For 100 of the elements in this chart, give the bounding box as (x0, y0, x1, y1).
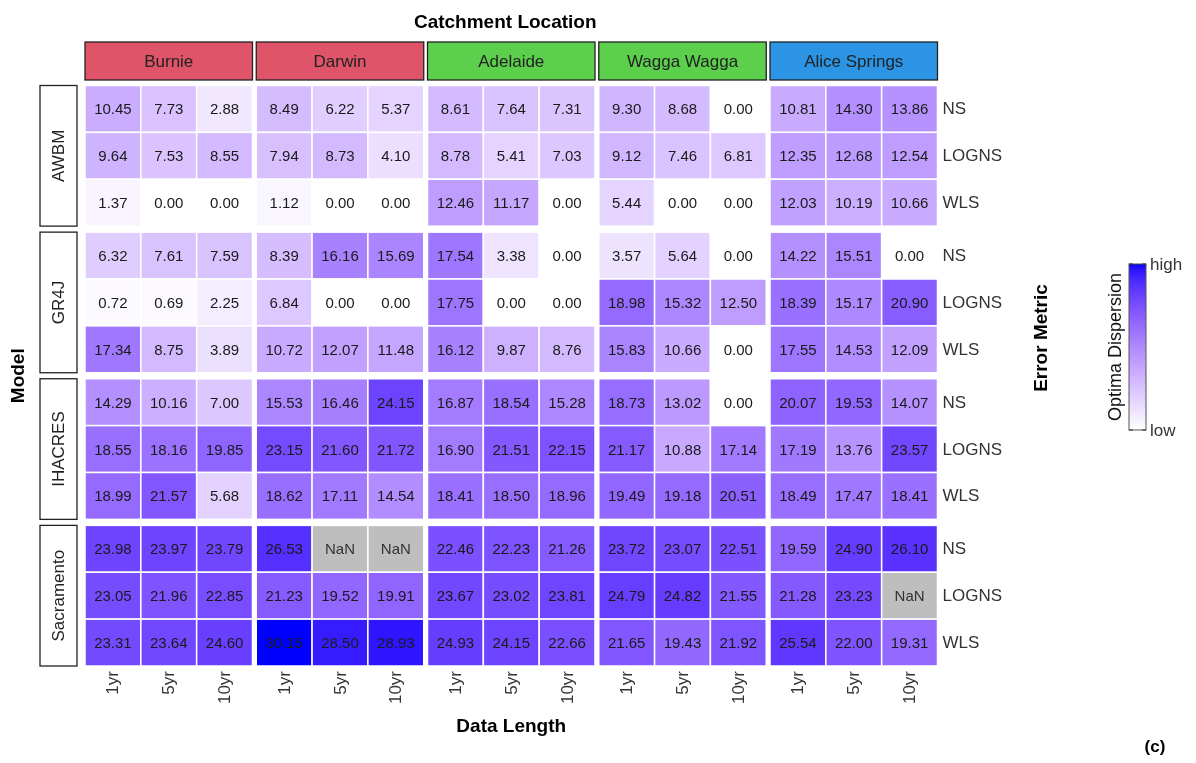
x-tick-label: 1yr (617, 670, 637, 695)
data-label: 8.73 (325, 147, 355, 165)
data-label: 15.69 (377, 247, 415, 265)
y-tick-label: NS (942, 99, 967, 119)
data-label: 12.07 (321, 340, 359, 358)
data-label: 17.11 (321, 487, 359, 505)
data-label: 10.72 (265, 340, 303, 358)
x-tick-label: 5yr (844, 670, 864, 695)
data-label: 21.28 (779, 587, 817, 605)
data-label: 8.75 (154, 340, 184, 358)
data-label: 7.73 (154, 100, 184, 118)
data-label: 0.00 (723, 194, 753, 212)
data-label: 21.55 (719, 587, 758, 605)
x-tick-label: 1yr (274, 670, 294, 695)
data-label: 0.00 (496, 293, 526, 311)
data-label: 21.57 (149, 487, 188, 505)
data-label: 23.72 (607, 540, 646, 558)
category-label: Sacramento (49, 549, 68, 642)
data-label: 18.73 (607, 393, 646, 411)
data-label: 24.79 (607, 587, 646, 605)
data-label: 7.94 (269, 147, 299, 165)
data-label: 4.10 (381, 147, 411, 165)
data-label: 5.64 (667, 247, 698, 265)
data-label: 18.55 (94, 440, 132, 458)
data-label: 16.12 (436, 340, 475, 358)
data-label: 8.49 (269, 100, 299, 118)
data-label: 24.15 (492, 634, 531, 652)
data-label: 19.91 (377, 587, 415, 605)
data-label: 24.93 (436, 634, 475, 652)
data-label: 9.30 (612, 100, 642, 118)
color-bar-label: low (1150, 420, 1177, 440)
data-label: 18.98 (607, 293, 646, 311)
data-label: 23.97 (149, 540, 188, 558)
data-label: 19.49 (607, 487, 646, 505)
data-label: 28.93 (377, 634, 415, 652)
x-tick-label: 5yr (501, 670, 521, 695)
data-label: 0.00 (894, 247, 925, 265)
data-label: 0.00 (325, 194, 355, 212)
data-label: 0.00 (552, 194, 582, 212)
y-tick-label: NS (942, 539, 967, 559)
data-label: 15.51 (834, 247, 873, 265)
data-label: 21.60 (321, 440, 359, 458)
data-label: 10.66 (663, 340, 702, 358)
x-tick-label: 10yr (557, 670, 577, 705)
data-label: 28.50 (321, 634, 359, 652)
data-label: 0.00 (552, 247, 582, 265)
y2-axis-title: Error Metric (1030, 283, 1051, 392)
data-label: 18.96 (548, 487, 586, 505)
data-label: 12.68 (834, 147, 873, 165)
x-tick-label: 1yr (788, 670, 808, 695)
data-label: 17.55 (779, 340, 817, 358)
y-tick-label: WLS (942, 193, 980, 213)
data-label: 23.31 (94, 634, 132, 652)
data-label: 14.29 (94, 393, 132, 411)
data-label: 7.31 (552, 100, 582, 118)
data-label: 11.48 (377, 340, 415, 358)
data-label: 24.82 (663, 587, 702, 605)
chart-title: Catchment Location (413, 11, 597, 32)
x-tick-label: 5yr (673, 670, 692, 695)
data-label: 9.64 (98, 147, 128, 165)
data-label: 3.89 (209, 340, 240, 358)
data-label: 12.46 (436, 194, 475, 212)
data-label: 9.12 (612, 147, 642, 165)
data-label: 21.17 (607, 440, 646, 458)
data-label: 23.79 (205, 540, 244, 558)
data-label: 2.88 (209, 100, 240, 118)
color-bar-title: Optima Dispersion (1105, 272, 1125, 422)
data-label: 23.23 (834, 587, 873, 605)
category-label: Alice Springs (804, 51, 904, 71)
data-label: 21.92 (719, 634, 758, 652)
data-label: 18.41 (890, 487, 929, 505)
category-label: IHACRES (49, 411, 68, 487)
color-bar-label: high (1150, 254, 1183, 274)
data-label: 17.14 (719, 440, 758, 458)
data-label: 17.19 (779, 440, 817, 458)
y-tick-label: WLS (942, 633, 980, 653)
data-label: 8.78 (440, 147, 471, 165)
data-label: 0.00 (381, 293, 411, 311)
data-label: 19.43 (663, 634, 702, 652)
data-label: 14.22 (779, 247, 817, 265)
data-label: 25.54 (779, 634, 817, 652)
data-label: 8.68 (667, 100, 698, 118)
y-tick-label: LOGNS (942, 439, 1003, 459)
x-tick-label: 10yr (900, 670, 920, 705)
data-label: 17.75 (436, 293, 475, 311)
data-label: 10.66 (890, 194, 929, 212)
data-label: 23.02 (492, 587, 531, 605)
data-label: 23.67 (436, 587, 475, 605)
data-label: 19.53 (834, 393, 873, 411)
data-label: 23.05 (94, 587, 132, 605)
x-tick-label: 1yr (103, 670, 123, 695)
data-label: 21.51 (492, 440, 531, 458)
data-label: 23.81 (548, 587, 586, 605)
data-label: 21.65 (607, 634, 646, 652)
data-label: 22.85 (205, 587, 244, 605)
data-label: 3.57 (612, 247, 642, 265)
data-label: 26.53 (265, 540, 303, 558)
data-label: 23.64 (149, 634, 188, 652)
data-label: 17.47 (834, 487, 873, 505)
data-label: 16.90 (436, 440, 475, 458)
